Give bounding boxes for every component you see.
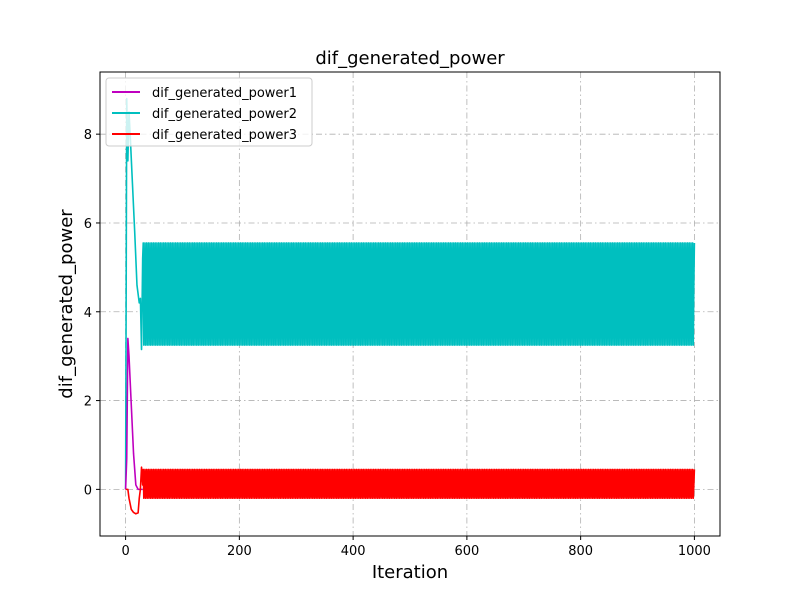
x-tick-label: 600 (454, 544, 479, 559)
plot-frame (99, 71, 721, 537)
x-axis-label: Iteration (372, 562, 448, 583)
series-layer (124, 97, 696, 515)
legend-box (105, 77, 313, 147)
series-line (124, 337, 143, 491)
series-line (124, 97, 696, 490)
y-tick-label: 8 (84, 128, 92, 143)
legend-label: dif_generated_power1 (152, 86, 297, 101)
legend-label: dif_generated_power2 (152, 107, 297, 122)
x-ticks: 0 200 400 600 800 1000 (121, 536, 711, 559)
y-tick-label: 0 (84, 483, 92, 498)
y-ticks: 0 2 4 6 8 (84, 128, 100, 498)
x-tick-label: 0 (121, 544, 129, 559)
legend-label: dif_generated_power3 (152, 128, 297, 143)
x-tick-label: 200 (227, 544, 252, 559)
x-tick-label: 1000 (678, 544, 711, 559)
y-tick-label: 6 (84, 217, 92, 232)
y-tick-label: 4 (84, 306, 92, 321)
y-axis-label: dif_generated_power (56, 209, 77, 399)
chart-title: dif_generated_power (315, 48, 505, 69)
x-tick-label: 800 (568, 544, 593, 559)
y-tick-label: 2 (84, 395, 92, 410)
series-line (125, 466, 696, 515)
legend: dif_generated_power1 dif_generated_power2… (105, 77, 313, 147)
x-tick-label: 400 (341, 544, 366, 559)
